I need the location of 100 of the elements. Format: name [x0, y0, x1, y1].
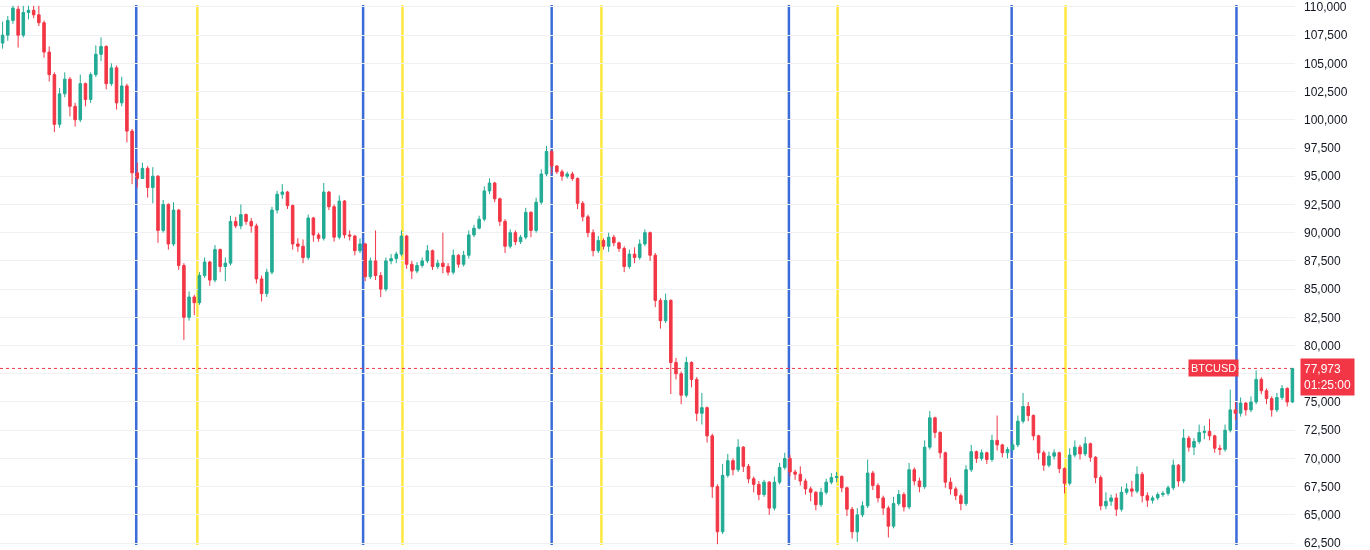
candlestick: [508, 228, 512, 249]
y-tick-label: 87,500: [1304, 254, 1342, 269]
candlestick: [736, 438, 740, 473]
candlestick: [1181, 428, 1186, 484]
candlestick: [529, 210, 533, 238]
candlestick: [891, 496, 896, 529]
candlestick: [834, 471, 839, 483]
text: 01:25:00: [1304, 377, 1352, 392]
candlestick: [378, 271, 383, 298]
candlestick: [451, 249, 456, 275]
candlestick: [399, 229, 404, 257]
candlestick: [337, 194, 342, 240]
candlestick: [627, 249, 632, 270]
candlestick: [803, 478, 808, 496]
candlestick: [1259, 376, 1264, 395]
candlestick: [306, 214, 310, 261]
candlestick: [1264, 387, 1269, 405]
y-tick-label: 102,500: [1304, 84, 1348, 99]
candlestick: [985, 451, 989, 465]
candlestick: [233, 216, 238, 229]
candlestick: [1005, 446, 1010, 459]
candlestick: [1088, 442, 1093, 463]
candlestick: [912, 466, 917, 487]
candlestick: [565, 171, 569, 179]
candlestick: [119, 76, 124, 107]
candlestick: [907, 462, 911, 510]
candlestick: [990, 434, 994, 463]
y-tick-label: 72,500: [1304, 423, 1342, 438]
candlestick: [902, 491, 906, 512]
candlestick: [741, 445, 746, 473]
candlestick: [606, 232, 611, 253]
candlestick: [368, 257, 373, 280]
y-tick-label: 67,500: [1304, 479, 1342, 494]
candlestick: [1285, 386, 1289, 407]
candlestick: [1135, 465, 1139, 494]
candlestick: [239, 203, 243, 230]
candlestick: [731, 457, 735, 476]
candlestick: [689, 360, 694, 388]
candlestick: [1207, 418, 1212, 441]
candlestick: [917, 477, 922, 493]
candlestick: [1124, 482, 1129, 496]
candlestick: [311, 216, 316, 243]
candlestick: [865, 459, 870, 509]
y-tick-label: 65,000: [1304, 508, 1342, 523]
y-tick-label: 80,000: [1304, 338, 1342, 353]
y-tick-label: 62,500: [1304, 536, 1342, 550]
candlestick: [570, 171, 575, 182]
y-tick-label: 92,500: [1304, 197, 1342, 212]
y-tick-label: 70,000: [1304, 451, 1342, 466]
candlestick: [601, 237, 606, 251]
candlestick: [156, 174, 160, 244]
candlestick: [974, 450, 979, 464]
candlestick: [161, 199, 165, 234]
y-tick-label: 107,500: [1304, 28, 1348, 43]
candlestick: [632, 246, 637, 264]
candlestick: [1176, 463, 1181, 488]
candlestick: [435, 259, 440, 270]
candlestick: [1238, 396, 1243, 418]
candlestick: [78, 74, 83, 123]
candlestick: [694, 376, 699, 422]
candlestick: [104, 44, 108, 90]
candlestick: [1062, 466, 1067, 494]
ref-line-label: BTCUSD: [1191, 362, 1237, 374]
candlestick: [1078, 444, 1082, 461]
candlestick: [259, 275, 264, 303]
candlestick: [767, 480, 771, 516]
candlestick: [1187, 435, 1191, 453]
candlestick: [896, 489, 901, 507]
candlestick: [62, 71, 67, 98]
candlestick: [1083, 436, 1087, 457]
candlestick: [1269, 395, 1274, 418]
candlestick: [1233, 401, 1238, 421]
candlestick: [358, 237, 362, 254]
candlestick: [772, 475, 777, 511]
candlestick: [21, 5, 26, 38]
y-tick-label: 105,000: [1304, 56, 1348, 71]
candlestick: [223, 257, 228, 282]
candlestick: [16, 5, 20, 49]
candlestick: [1150, 495, 1155, 505]
candlestick: [513, 229, 518, 246]
candlestick: [684, 356, 689, 398]
candlestick: [208, 260, 212, 287]
candlestick: [1290, 367, 1295, 404]
candlestick: [187, 290, 191, 322]
y-tick-label: 97,500: [1304, 141, 1342, 156]
candlestick: [373, 229, 378, 281]
candlestick: [1057, 451, 1062, 474]
y-tick-label: 82,500: [1304, 310, 1342, 325]
candlestick: [321, 182, 326, 242]
candlestick: [202, 257, 207, 279]
candlestick: [1114, 492, 1119, 517]
candlestick: [658, 297, 663, 330]
y-tick-label: 90,000: [1304, 225, 1342, 240]
candlestick: [979, 448, 984, 462]
candlestick: [1098, 474, 1103, 511]
candlestick: [26, 5, 31, 20]
candlestick: [860, 500, 865, 518]
candlestick: [855, 507, 860, 543]
candlestick: [151, 166, 155, 204]
y-tick-label: 100,000: [1304, 113, 1348, 127]
